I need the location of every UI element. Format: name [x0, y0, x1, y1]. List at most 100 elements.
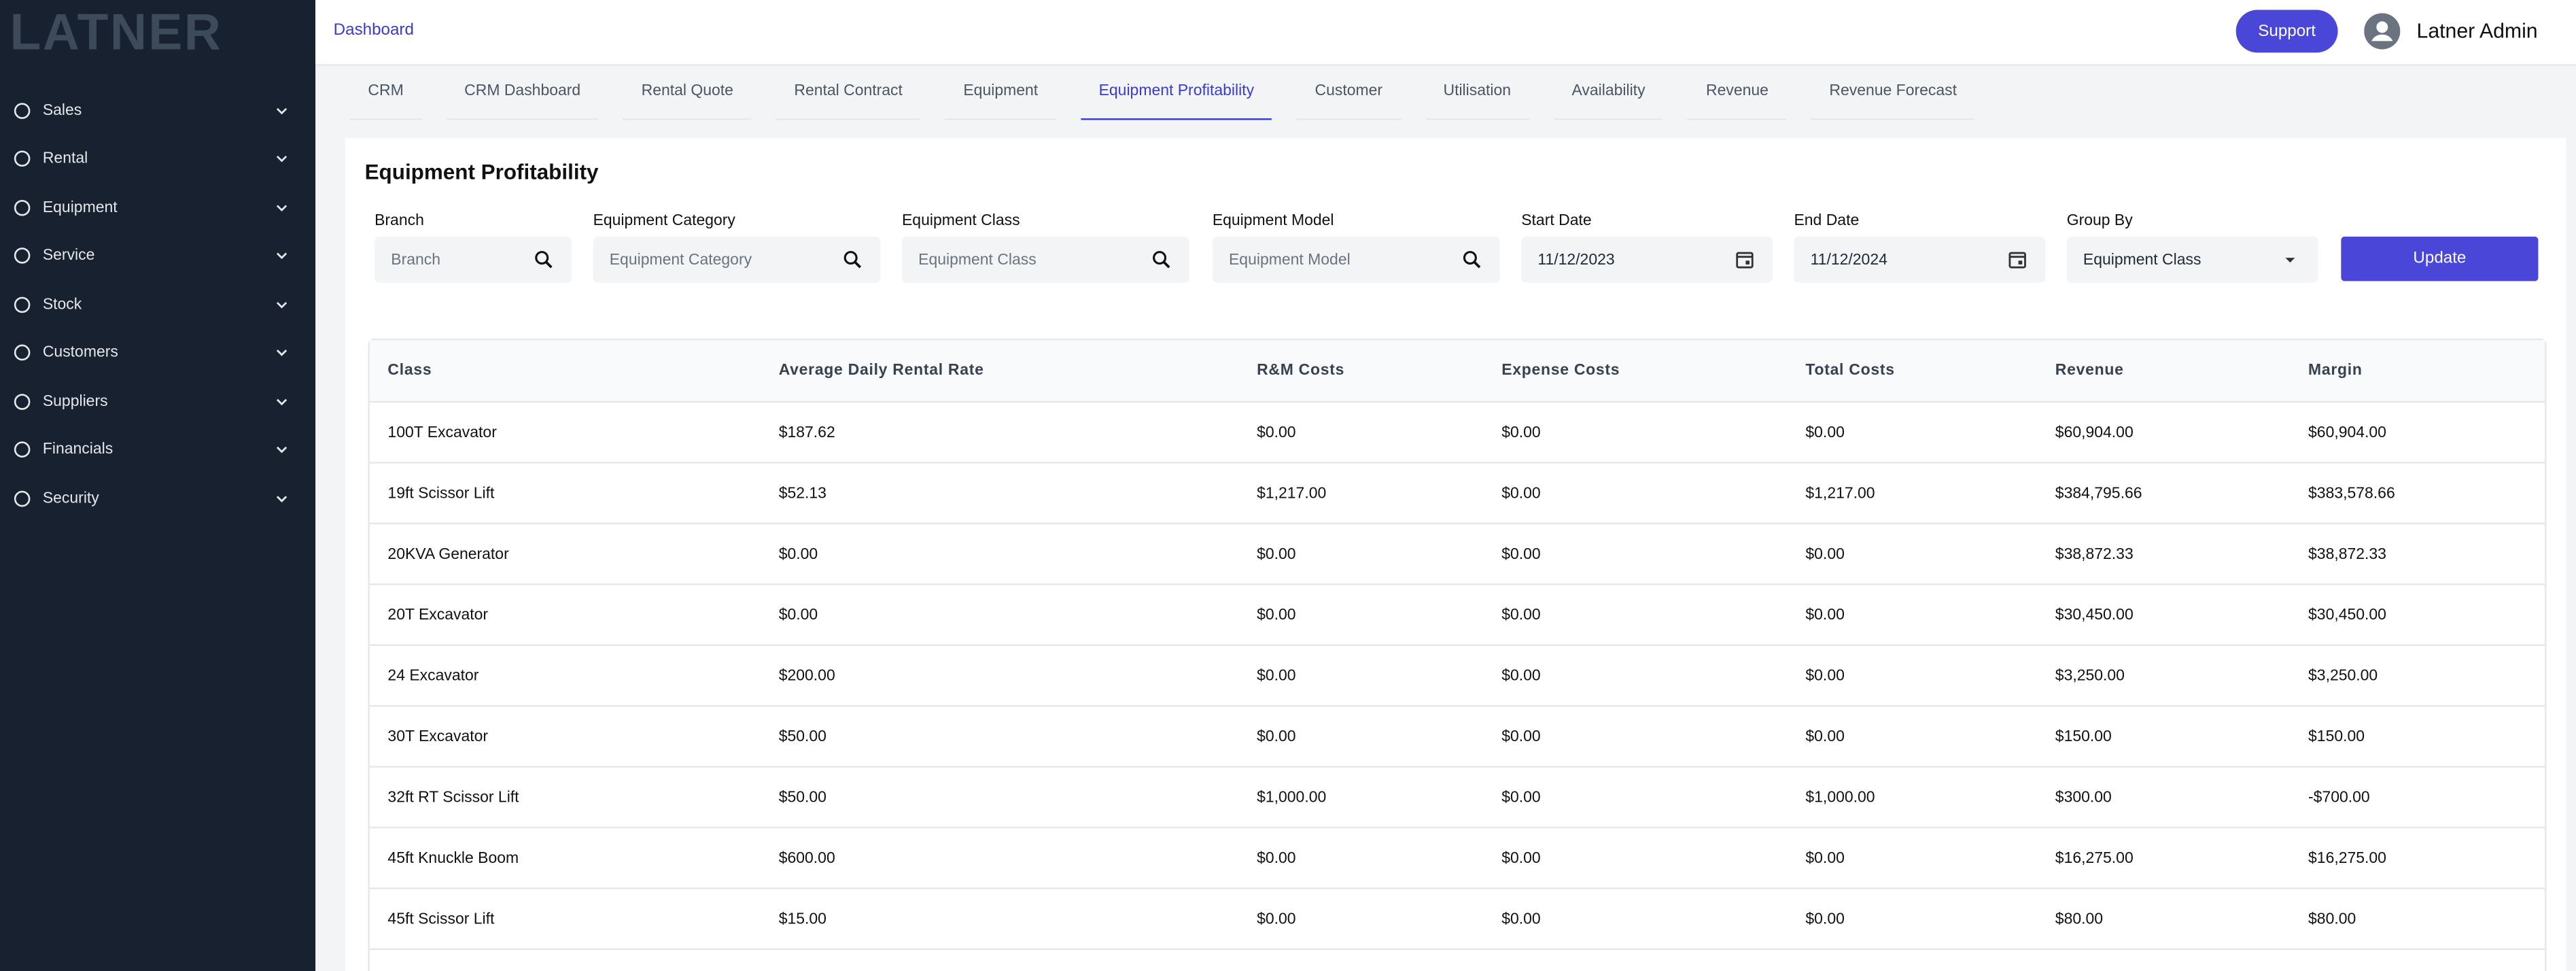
filter-label: Group By: [2067, 212, 2133, 231]
filter-label: Equipment Model: [1213, 212, 1334, 231]
table-cell: $0.00: [1501, 889, 1540, 949]
table-cell: $383,578.66: [2308, 464, 2395, 523]
table-cell: 19ft Scissor Lift: [387, 464, 494, 523]
tab[interactable]: Rental Contract: [776, 66, 921, 120]
tab[interactable]: CRM: [350, 66, 421, 120]
nav-item[interactable]: Equipment: [12, 190, 300, 223]
nav-item[interactable]: Stock: [12, 288, 300, 320]
icon: [273, 150, 291, 168]
nav-label: Customers: [43, 343, 118, 362]
table-cell: $0.00: [779, 950, 818, 971]
tab[interactable]: Revenue Forecast: [1811, 66, 1975, 120]
table-cell: $80.00: [2055, 889, 2103, 949]
tab[interactable]: Equipment: [945, 66, 1056, 120]
support-button[interactable]: Support: [2236, 10, 2338, 53]
table-cell: 50ft Scissor Lift: [387, 950, 494, 971]
nav-item[interactable]: Security: [12, 481, 300, 514]
table-cell: $0.00: [1501, 646, 1540, 705]
column-header: Total Costs: [1805, 340, 1894, 401]
table-cell: $150.00: [2308, 706, 2365, 766]
table-cell: $60,904.00: [2308, 403, 2386, 462]
table-row: 20KVA Generator$0.00$0.00$0.00$0.00$38,8…: [370, 524, 2545, 585]
filter-label: Start Date: [1521, 212, 1591, 231]
column-header: Margin: [2308, 340, 2363, 401]
nav-item[interactable]: Suppliers: [12, 385, 300, 418]
filter-input[interactable]: Equipment Class: [902, 237, 1189, 283]
filter-input[interactable]: 11/12/2023: [1521, 237, 1773, 283]
table-cell: 20T Excavator: [387, 585, 488, 644]
icon: [1150, 248, 1173, 271]
icon: [1733, 248, 1756, 271]
tab[interactable]: Customer: [1297, 66, 1401, 120]
table-cell: -$80.00: [2308, 950, 2361, 971]
icon: [273, 343, 291, 362]
filter-input[interactable]: Equipment Model: [1213, 237, 1500, 283]
nav-item[interactable]: Customers: [12, 336, 300, 369]
table-cell: $0.00: [1257, 403, 1295, 462]
tab[interactable]: Rental Quote: [623, 66, 751, 120]
user-name[interactable]: Latner Admin: [2417, 20, 2538, 43]
table-cell: $38,872.33: [2308, 524, 2386, 583]
icon: [12, 293, 33, 314]
table-cell: $0.00: [1257, 524, 1295, 583]
table-cell: $0.00: [1501, 524, 1540, 583]
icon: [273, 489, 291, 507]
nav-label: Equipment: [43, 198, 118, 216]
table-cell: $0.00: [1501, 464, 1540, 523]
nav-label: Service: [43, 247, 95, 265]
tabs: CRM CRM Dashboard Rental Quote Rental Contr…: [350, 66, 2000, 118]
tab[interactable]: Revenue: [1688, 66, 1786, 120]
tab[interactable]: Availability: [1554, 66, 1663, 120]
table-cell: 45ft Knuckle Boom: [387, 828, 519, 887]
table-cell: 20KVA Generator: [387, 524, 508, 583]
table-row: 100T Excavator$187.62$0.00$0.00$0.00$60,…: [370, 403, 2545, 463]
update-button[interactable]: Update: [2341, 237, 2538, 281]
filter-input[interactable]: 11/12/2024: [1794, 237, 2045, 283]
nav-label: Rental: [43, 150, 88, 168]
table-cell: $0.00: [1257, 585, 1295, 644]
table-row: 19ft Scissor Lift$52.13$1,217.00$0.00$1,…: [370, 464, 2545, 524]
filter-input[interactable]: Equipment Category: [593, 237, 881, 283]
table-cell: $0.00: [1805, 706, 1844, 766]
table-cell: $0.00: [1501, 585, 1540, 644]
tab[interactable]: Equipment Profitability: [1081, 66, 1272, 120]
tab[interactable]: Utilisation: [1425, 66, 1529, 120]
table-cell: $0.00: [1257, 889, 1295, 949]
icon: [273, 295, 291, 313]
table-cell: -$700.00: [2308, 768, 2370, 827]
table-cell: 45ft Scissor Lift: [387, 889, 494, 949]
nav-item[interactable]: Sales: [12, 94, 300, 126]
icon: [12, 148, 33, 169]
table-cell: $0.00: [1501, 828, 1540, 887]
table-cell: $0.00: [779, 585, 818, 644]
table-cell: $300.00: [2055, 768, 2112, 827]
table-cell: 32ft RT Scissor Lift: [387, 768, 519, 827]
nav-item[interactable]: Financials: [12, 433, 300, 466]
avatar[interactable]: [2364, 13, 2400, 49]
nav-label: Sales: [43, 101, 82, 120]
table-cell: 24 Excavator: [387, 646, 478, 705]
table-cell: $0.00: [1501, 768, 1540, 827]
table-row: 45ft Scissor Lift$15.00$0.00$0.00$0.00$8…: [370, 889, 2545, 950]
filter-input[interactable]: Equipment Class: [2067, 237, 2318, 283]
table-cell: $0.00: [1805, 403, 1844, 462]
nav-item[interactable]: Service: [12, 239, 300, 272]
report-card: Equipment Profitability Update ClassAver…: [345, 138, 2566, 971]
filter-label: Equipment Class: [902, 212, 1020, 231]
table-cell: $0.00: [1257, 828, 1295, 887]
table-cell: $0.00: [1805, 828, 1844, 887]
breadcrumb[interactable]: Dashboard: [334, 21, 414, 39]
icon: [12, 197, 33, 218]
icon: [12, 390, 33, 411]
icon: [12, 488, 33, 509]
table-cell: $1,217.00: [1257, 464, 1326, 523]
table-cell: $50.00: [779, 768, 826, 827]
table-cell: $1,217.00: [1805, 464, 1875, 523]
filter-input[interactable]: Branch: [375, 237, 572, 283]
table-cell: $1,000.00: [1257, 768, 1326, 827]
table-row: 24 Excavator$200.00$0.00$0.00$0.00$3,250…: [370, 646, 2545, 706]
nav-item[interactable]: Rental: [12, 142, 300, 175]
icon: [273, 101, 291, 120]
tab[interactable]: CRM Dashboard: [447, 66, 599, 120]
table-cell: $38,872.33: [2055, 524, 2134, 583]
